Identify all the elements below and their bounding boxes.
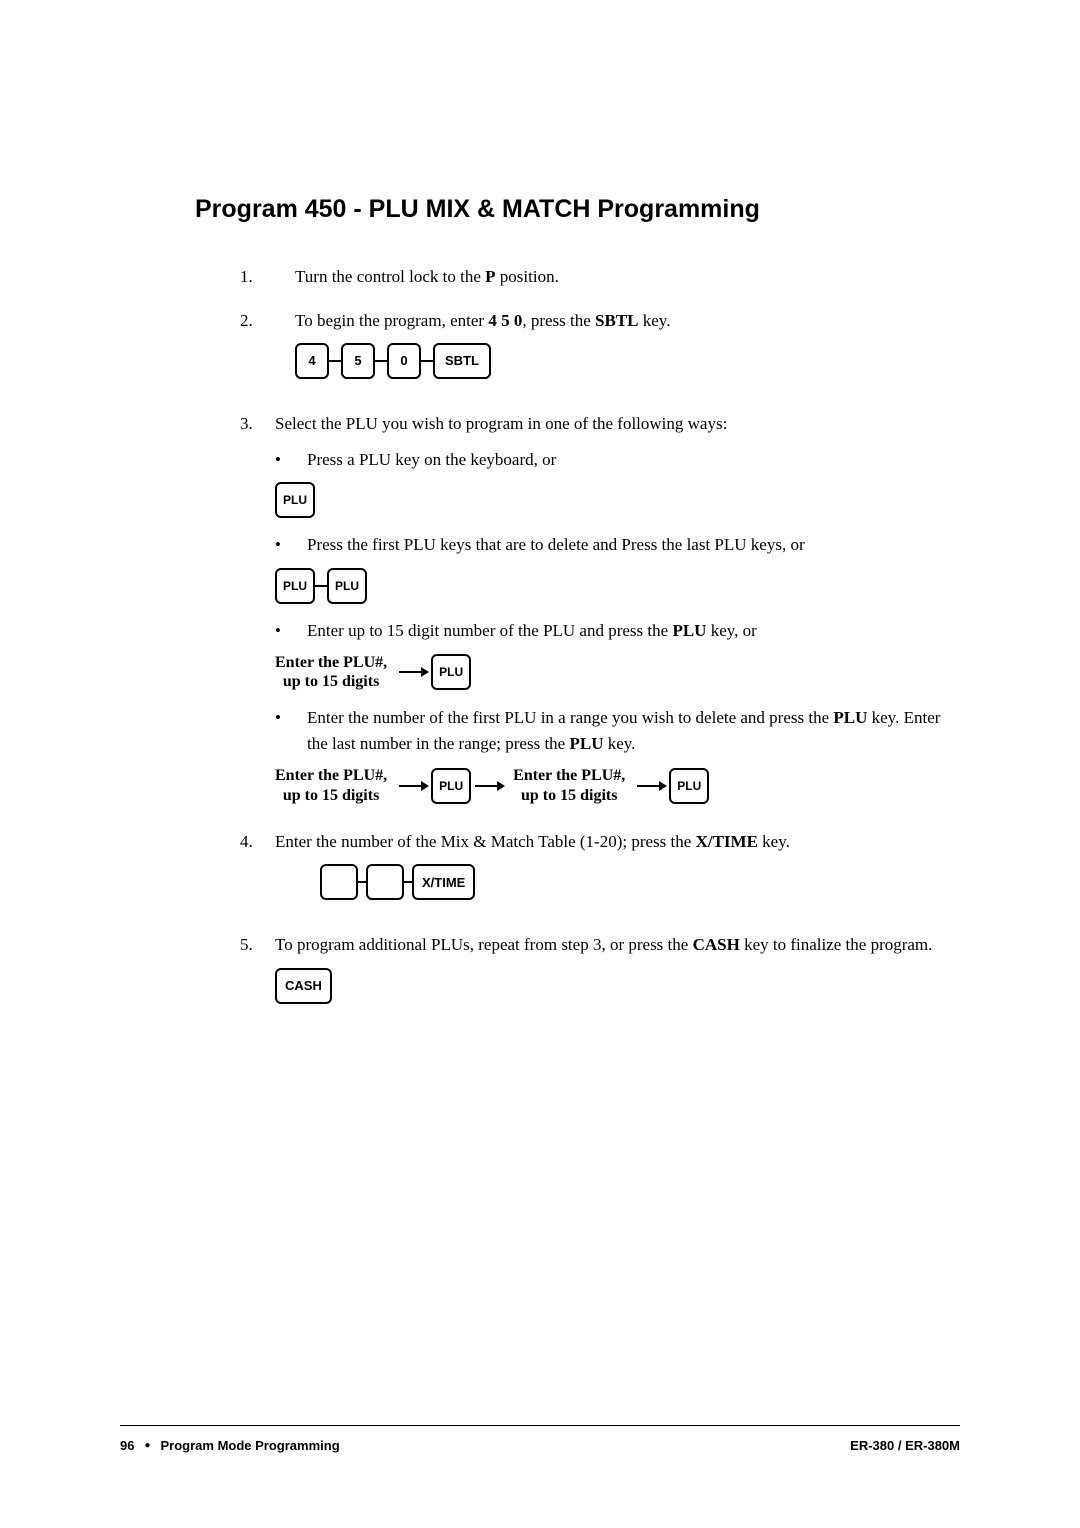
bold: P: [485, 267, 495, 286]
key-plu: PLU: [431, 768, 471, 804]
label-line-1: Enter the PLU#,: [275, 766, 387, 785]
connector: [328, 360, 342, 362]
key-cash: CASH: [275, 968, 332, 1004]
step-text: To begin the program, enter 4 5 0, press…: [295, 308, 960, 394]
connector: [374, 360, 388, 362]
enter-plu-label: Enter the PLU#, up to 15 digits: [513, 766, 625, 804]
label-line-2: up to 15 digits: [275, 672, 387, 691]
arrow-icon: [475, 785, 503, 787]
key-plu: PLU: [327, 568, 367, 604]
step-5: 5. To program additional PLUs, repeat fr…: [240, 932, 960, 1018]
label-line-2: up to 15 digits: [275, 786, 387, 805]
step-2: 2. To begin the program, enter 4 5 0, pr…: [240, 308, 960, 394]
enter-plu-label: Enter the PLU#, up to 15 digits: [275, 766, 387, 804]
enter-plu-label: Enter the PLU#, up to 15 digits: [275, 653, 387, 691]
page-heading: Program 450 - PLU MIX & MATCH Programmin…: [195, 195, 960, 224]
bold: X/TIME: [696, 832, 758, 851]
key-row-enter-plu-range: Enter the PLU#, up to 15 digits PLU Ente…: [275, 766, 960, 804]
key-row-xtime: X/TIME: [320, 864, 960, 900]
page-number: 96: [120, 1438, 134, 1453]
key-plu: PLU: [431, 654, 471, 690]
text: key to finalize the program.: [740, 935, 933, 954]
bullet-icon: •: [275, 705, 307, 756]
key-xtime: X/TIME: [412, 864, 475, 900]
step-number: 4.: [240, 829, 275, 915]
text: key.: [758, 832, 790, 851]
key-sbtl: SBTL: [433, 343, 491, 379]
text: , press the: [522, 311, 595, 330]
text: To begin the program, enter: [295, 311, 488, 330]
key-plu: PLU: [275, 568, 315, 604]
bullet-4: • Enter the number of the first PLU in a…: [275, 705, 960, 756]
bullet-icon: ●: [144, 1440, 150, 1451]
step-1: 1. Turn the control lock to the P positi…: [240, 264, 960, 290]
text: Enter the number of the first PLU in a r…: [307, 708, 833, 727]
text: key.: [639, 311, 671, 330]
bold: PLU: [569, 734, 603, 753]
steps-list: 1. Turn the control lock to the P positi…: [195, 264, 960, 1018]
bullet-icon: •: [275, 618, 307, 644]
bullet-text: Enter the number of the first PLU in a r…: [307, 705, 960, 756]
step-text: Select the PLU you wish to program in on…: [275, 411, 960, 819]
label-line-1: Enter the PLU#,: [513, 766, 625, 785]
label-line-1: Enter the PLU#,: [275, 653, 387, 672]
text: Enter up to 15 digit number of the PLU a…: [307, 621, 672, 640]
bold: 4 5 0: [488, 311, 522, 330]
arrow-icon: [399, 785, 427, 787]
step-number: 2.: [240, 308, 295, 394]
bullet-2: • Press the first PLU keys that are to d…: [275, 532, 960, 558]
bullet-1: • Press a PLU key on the keyboard, or: [275, 447, 960, 473]
connector: [420, 360, 434, 362]
bullet-text: Press a PLU key on the keyboard, or: [307, 447, 960, 473]
arrow-icon: [399, 671, 427, 673]
step-text: Turn the control lock to the P position.: [295, 264, 960, 290]
step-3: 3. Select the PLU you wish to program in…: [240, 411, 960, 819]
step-number: 1.: [240, 264, 295, 290]
footer-left: 96 ● Program Mode Programming: [120, 1438, 340, 1453]
bullet-3: • Enter up to 15 digit number of the PLU…: [275, 618, 960, 644]
key-row-enter-plu: Enter the PLU#, up to 15 digits PLU: [275, 653, 960, 691]
key-plu: PLU: [275, 482, 315, 518]
text: Enter the number of the Mix & Match Tabl…: [275, 832, 696, 851]
bullet-text: Enter up to 15 digit number of the PLU a…: [307, 618, 960, 644]
key-row-plu-plu: PLU PLU: [275, 568, 960, 604]
bold: SBTL: [595, 311, 638, 330]
key-0: 0: [387, 343, 421, 379]
text: Turn the control lock to the: [295, 267, 485, 286]
bold: PLU: [833, 708, 867, 727]
key-sequence-450-sbtl: 4 5 0 SBTL: [295, 343, 960, 379]
label-line-2: up to 15 digits: [513, 786, 625, 805]
step-text: To program additional PLUs, repeat from …: [275, 932, 960, 1018]
key-blank: [320, 864, 358, 900]
text: Select the PLU you wish to program in on…: [275, 414, 727, 433]
step-number: 3.: [240, 411, 275, 819]
step-4: 4. Enter the number of the Mix & Match T…: [240, 829, 960, 915]
step-text: Enter the number of the Mix & Match Tabl…: [275, 829, 960, 915]
text: position.: [496, 267, 559, 286]
page-footer: 96 ● Program Mode Programming ER-380 / E…: [120, 1425, 960, 1453]
section-title: Program Mode Programming: [161, 1438, 340, 1453]
key-row-plu-single: PLU: [275, 482, 960, 518]
step-number: 5.: [240, 932, 275, 1018]
connector: [314, 585, 328, 587]
key-4: 4: [295, 343, 329, 379]
arrow-icon: [637, 785, 665, 787]
bold: PLU: [672, 621, 706, 640]
key-row-cash: CASH: [275, 968, 960, 1004]
key-blank: [366, 864, 404, 900]
text: key.: [603, 734, 635, 753]
text: key, or: [706, 621, 756, 640]
model-label: ER-380 / ER-380M: [850, 1438, 960, 1453]
bullet-icon: •: [275, 447, 307, 473]
text: To program additional PLUs, repeat from …: [275, 935, 693, 954]
key-plu: PLU: [669, 768, 709, 804]
bullet-icon: •: [275, 532, 307, 558]
bold: CASH: [693, 935, 740, 954]
key-5: 5: [341, 343, 375, 379]
footer-line: 96 ● Program Mode Programming ER-380 / E…: [120, 1425, 960, 1453]
bullet-text: Press the first PLU keys that are to del…: [307, 532, 960, 558]
